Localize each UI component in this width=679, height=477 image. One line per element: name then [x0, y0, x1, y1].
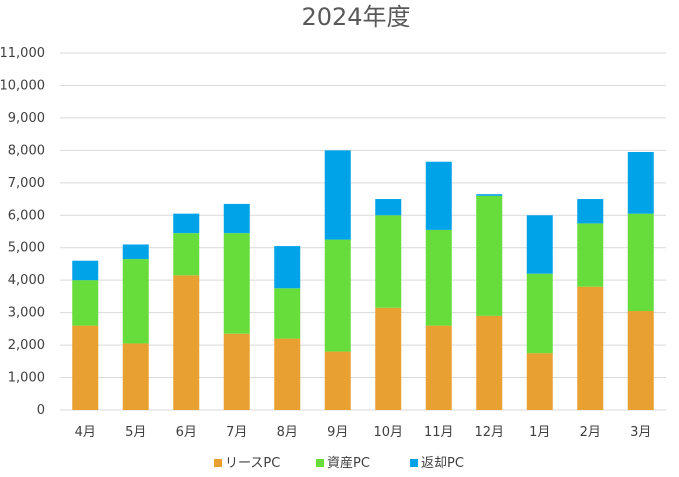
- x-tick-label: 9月: [327, 425, 348, 440]
- legend: リースPC 資産PC 返却PC: [214, 455, 464, 471]
- bar-segment-リースPC: [375, 307, 402, 410]
- bar-segment-返却PC: [274, 246, 301, 289]
- y-tick-label: 8,000: [8, 143, 45, 158]
- x-tick-label: 5月: [125, 425, 146, 440]
- bar-segment-返却PC: [324, 150, 351, 240]
- x-tick-label: 1月: [529, 425, 550, 440]
- bar-segment-返却PC: [223, 203, 250, 234]
- y-tick-label: 1,000: [8, 371, 45, 386]
- x-tick-label: 6月: [176, 425, 197, 440]
- legend-swatch: [316, 459, 324, 467]
- x-tick-label: 2月: [580, 425, 601, 440]
- bar-segment-資産PC: [526, 273, 553, 354]
- bar-segment-リースPC: [173, 275, 200, 410]
- bar-segment-資産PC: [72, 280, 99, 326]
- bar-segment-返却PC: [122, 244, 149, 260]
- bar-segment-返却PC: [72, 260, 99, 281]
- y-tick-label: 2,000: [8, 338, 45, 353]
- bar-segment-返却PC: [627, 151, 654, 214]
- legend-label: リースPC: [225, 456, 280, 471]
- bar-segment-資産PC: [122, 259, 149, 344]
- legend-label: 資産PC: [327, 455, 370, 471]
- x-tick-label: 11月: [424, 425, 454, 440]
- bar-segment-資産PC: [476, 195, 503, 316]
- bar-segment-返却PC: [577, 199, 604, 224]
- bar-segment-返却PC: [526, 215, 553, 274]
- y-tick-label: 4,000: [8, 273, 45, 288]
- y-tick-label: 5,000: [8, 241, 45, 256]
- legend-label: 返却PC: [421, 456, 464, 471]
- gridlines: [60, 52, 666, 411]
- bar-segment-リースPC: [526, 353, 553, 410]
- x-tick-label: 12月: [474, 425, 504, 440]
- bar-segment-資産PC: [173, 233, 200, 276]
- bar-segment-返却PC: [476, 194, 503, 196]
- bar-segment-リースPC: [274, 338, 301, 410]
- legend-swatch: [410, 459, 418, 467]
- bar-segment-リースPC: [476, 315, 503, 410]
- bar-segment-資産PC: [375, 215, 402, 308]
- x-tick-label: 3月: [630, 425, 651, 440]
- bar-segment-資産PC: [627, 213, 654, 312]
- x-tick-label: 8月: [277, 425, 298, 440]
- y-tick-label: 6,000: [8, 208, 45, 223]
- y-tick-label: 11,000: [0, 46, 45, 61]
- bar-segment-資産PC: [223, 233, 250, 334]
- y-axis: 0 1,000 2,000 3,000 4,000 5,000 6,000 7,000 8,00…: [0, 46, 45, 418]
- y-tick-label: 9,000: [8, 111, 45, 126]
- bar-segment-返却PC: [425, 161, 452, 230]
- bar-segment-リースPC: [324, 351, 351, 410]
- x-tick-label: 4月: [75, 425, 96, 440]
- bar-segment-資産PC: [274, 288, 301, 339]
- bar-segment-資産PC: [425, 229, 452, 326]
- bar-segment-返却PC: [375, 199, 402, 216]
- bar-segment-リースPC: [425, 325, 452, 410]
- y-tick-label: 7,000: [8, 176, 45, 191]
- y-tick-label: 0: [37, 403, 45, 418]
- x-tick-label: 7月: [226, 425, 247, 440]
- x-tick-label: 10月: [373, 425, 403, 440]
- bar-segment-返却PC: [173, 213, 200, 234]
- bar-segment-リースPC: [223, 333, 250, 410]
- bar-segment-リースPC: [122, 343, 149, 410]
- bar-segment-リースPC: [627, 311, 654, 410]
- bars: [72, 150, 654, 410]
- bar-segment-資産PC: [577, 223, 604, 287]
- bar-segment-リースPC: [72, 325, 99, 410]
- y-tick-label: 3,000: [8, 306, 45, 321]
- y-tick-label: 10,000: [0, 78, 45, 93]
- x-axis: 4月 5月 6月 7月 8月 9月 10月 11月 12月 1月 2月 3月: [75, 425, 652, 440]
- chart-title: 2024年度: [301, 3, 410, 31]
- legend-swatch: [214, 459, 222, 467]
- bar-segment-リースPC: [577, 286, 604, 410]
- bar-segment-資産PC: [324, 239, 351, 352]
